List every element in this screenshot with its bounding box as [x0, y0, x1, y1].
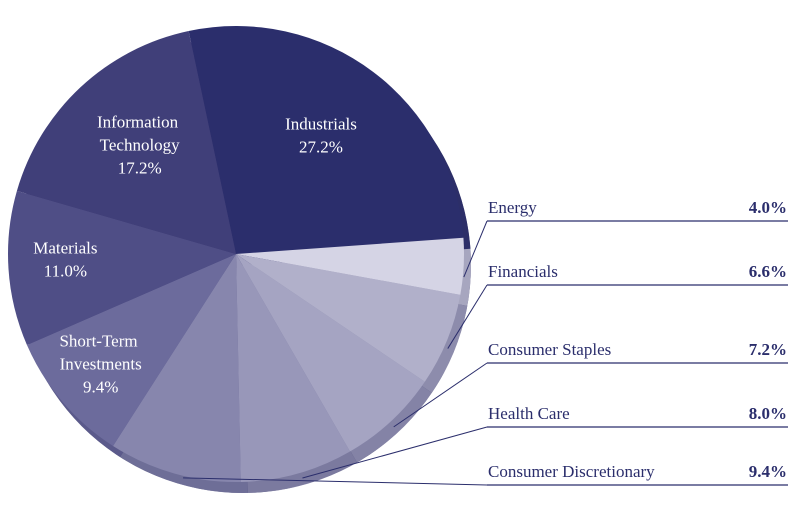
category-label: Information Technology	[97, 113, 182, 155]
leader-line	[393, 362, 488, 428]
value-label: 27.2%	[299, 138, 343, 157]
value-label: 11.0%	[44, 262, 87, 281]
slice-label: Short-Term Investments 9.4%	[59, 331, 141, 396]
leader-line	[447, 284, 488, 349]
legend-label: Consumer Staples	[488, 340, 611, 359]
slice	[236, 254, 350, 482]
leader-line	[463, 220, 488, 278]
category-label: Short-Term Investments	[59, 331, 141, 373]
value-label: 8.0%	[749, 404, 787, 423]
category-label: Materials	[33, 239, 97, 258]
legend-label: Energy	[488, 198, 537, 217]
slice	[236, 254, 425, 452]
value-label: 9.4%	[749, 462, 787, 481]
slice	[26, 254, 237, 446]
slice	[16, 30, 237, 255]
value-label: 7.2%	[749, 340, 787, 359]
slice	[236, 254, 461, 382]
leader-line	[183, 477, 488, 486]
slice	[7, 190, 237, 345]
value-label: 6.6%	[749, 262, 787, 281]
slice	[113, 254, 241, 482]
legend-label: Health Care	[488, 404, 570, 423]
slice-label: Information Technology 17.2%	[97, 113, 182, 178]
slice-label: Materials 11.0%	[33, 239, 97, 281]
slice	[188, 26, 464, 254]
value-label: 4.0%	[749, 198, 787, 217]
slice-label: Industrials 27.2%	[285, 115, 357, 157]
legend-label: Consumer Discretionary	[488, 462, 655, 481]
value-label: 9.4%	[83, 377, 118, 396]
slice	[236, 237, 465, 295]
category-label: Industrials	[285, 115, 357, 134]
value-label: 17.2%	[118, 159, 162, 178]
legend-label: Financials	[488, 262, 558, 281]
leader-line	[302, 426, 488, 479]
